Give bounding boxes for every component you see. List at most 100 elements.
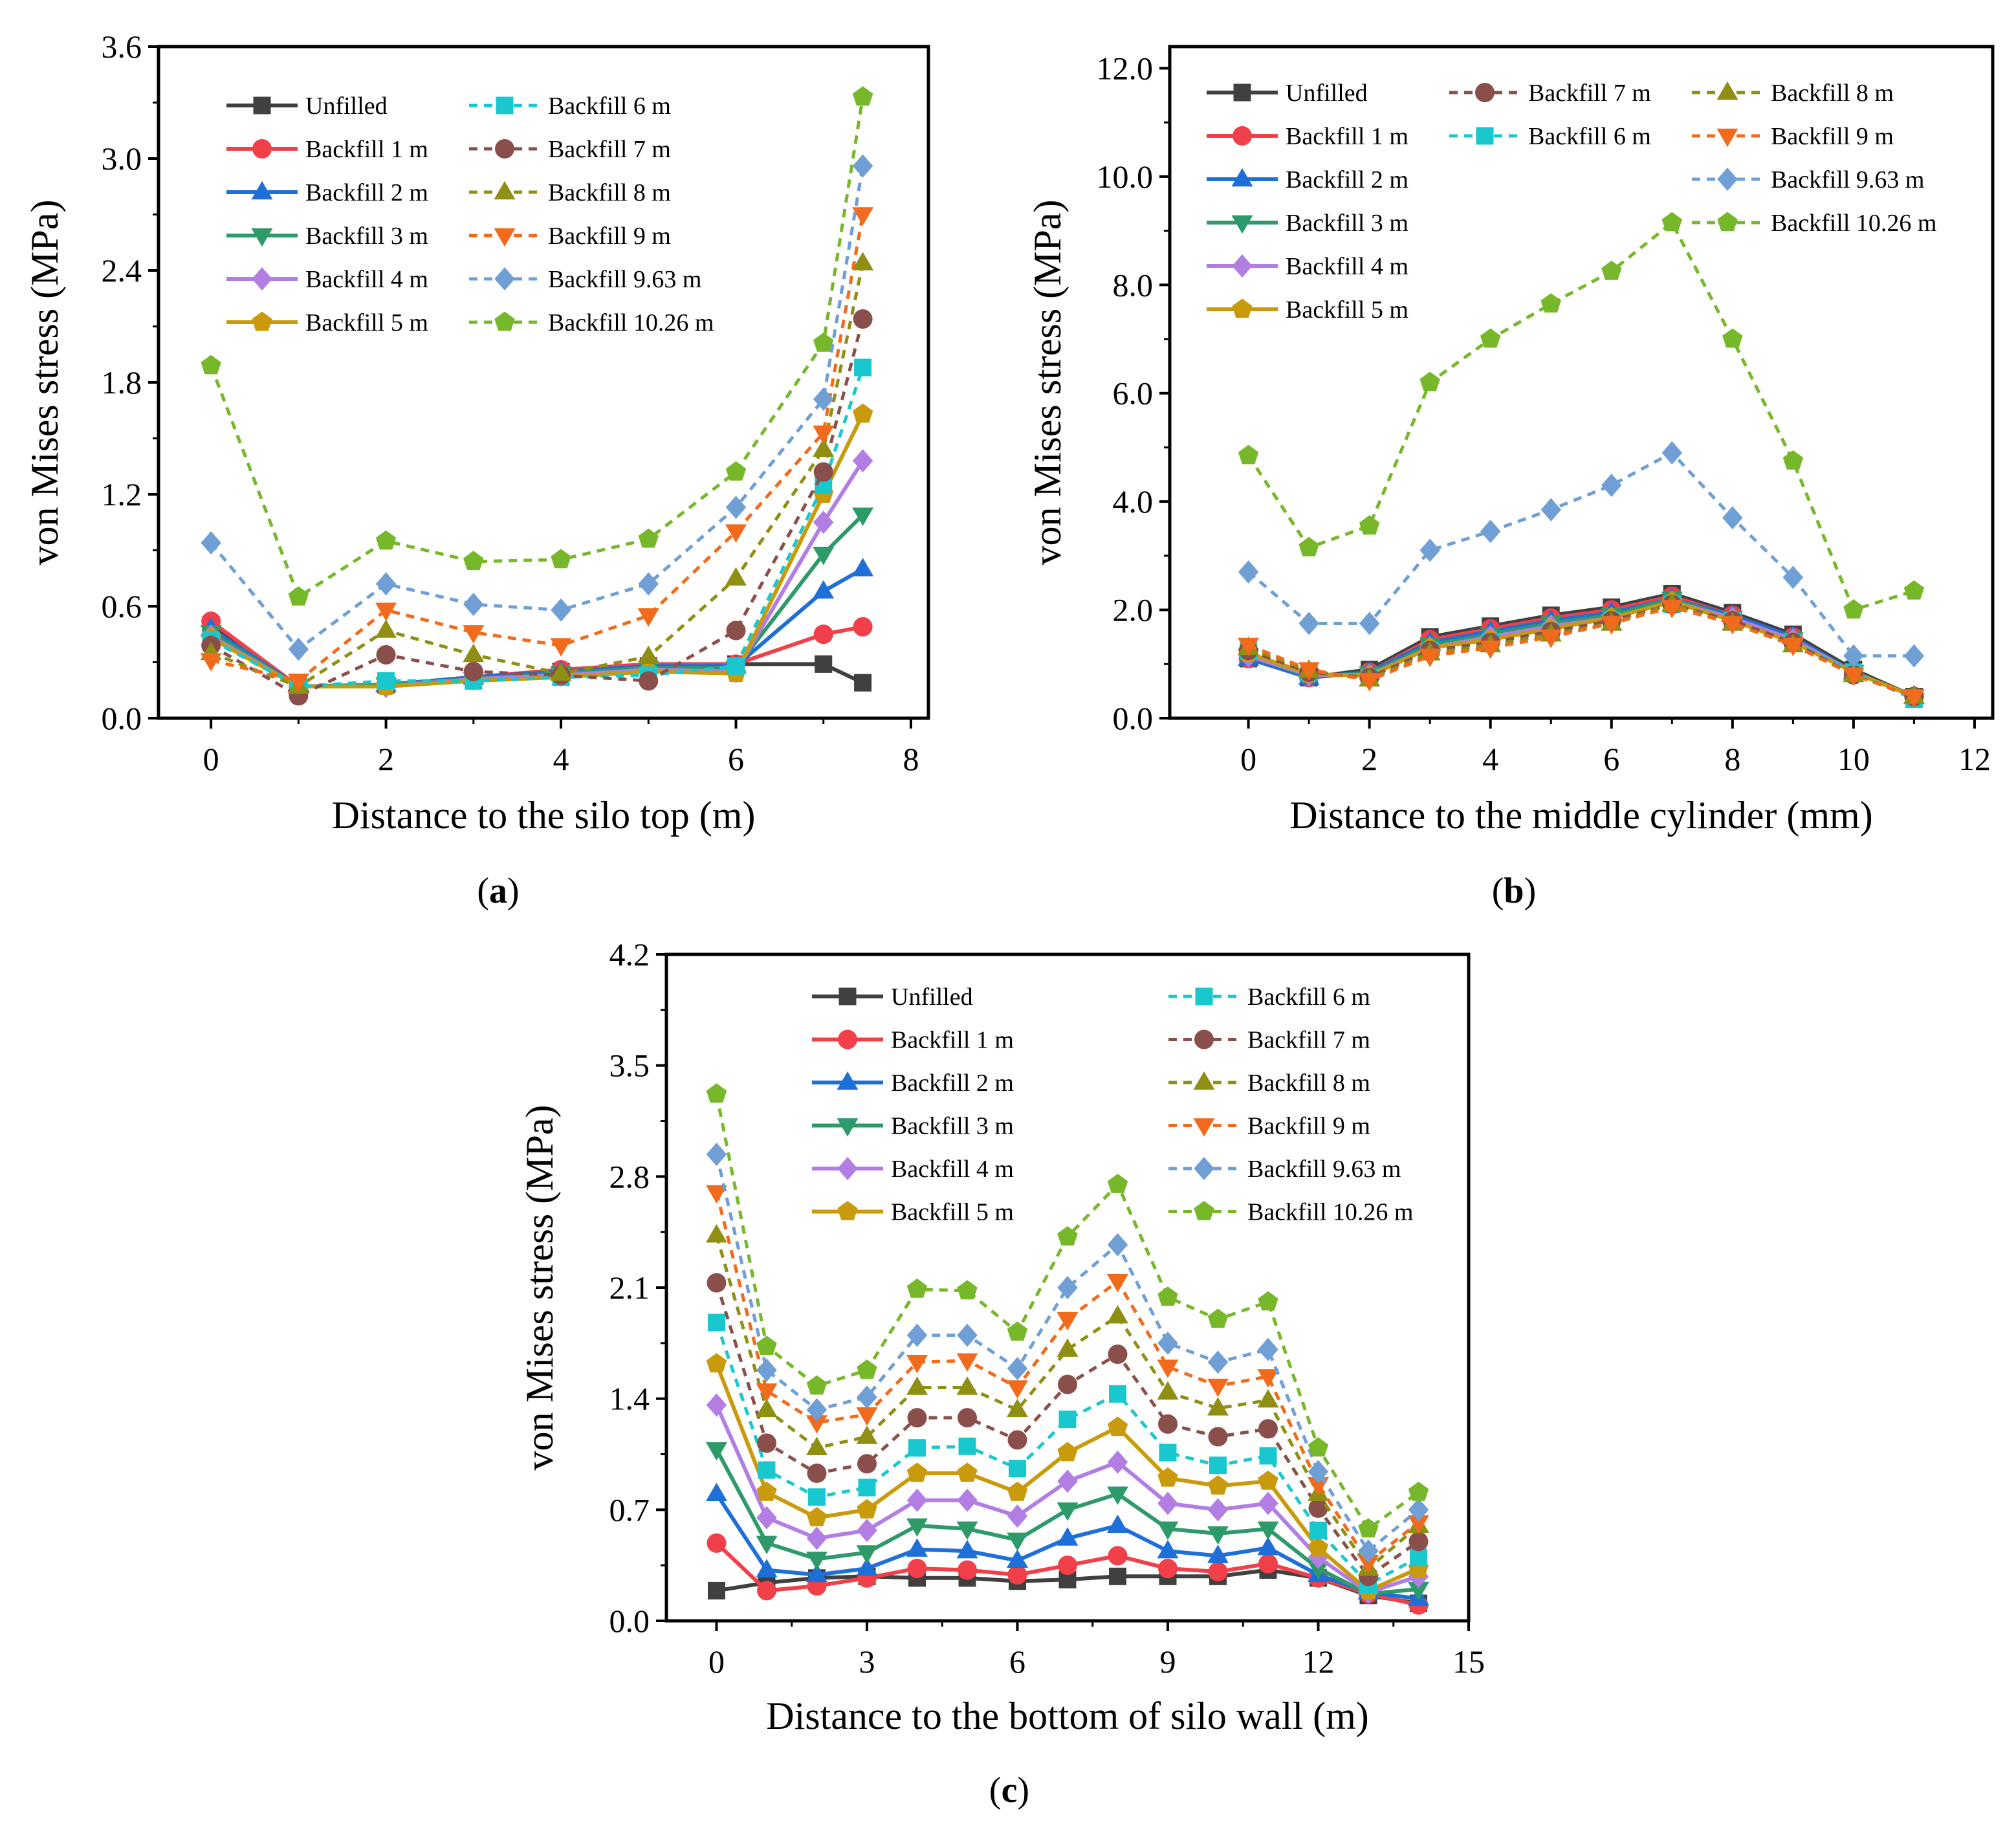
chart-c-point-backfill-5-m-4 xyxy=(906,1462,928,1482)
chart-a-legend-label: Backfill 9.63 m xyxy=(548,266,701,293)
chart-c-legend-marker-backfill-8-m xyxy=(1193,1071,1215,1090)
chart-a-legend-marker-backfill-8-m xyxy=(494,181,516,200)
chart-b-point-backfill-9-m-4 xyxy=(1480,640,1502,659)
chart-c-point-backfill-4-m-8 xyxy=(1107,1450,1128,1474)
chart-c-point-backfill-5-m-8 xyxy=(1107,1416,1128,1436)
chart-a-legend-marker-backfill-7-m xyxy=(495,139,514,159)
chart-b-y-tick-label: 2.0 xyxy=(1113,592,1154,628)
chart-a-point-unfilled-8 xyxy=(854,674,872,692)
chart-c-point-backfill-8-m-6 xyxy=(1007,1398,1028,1418)
chart-a-series-line-backfill-10-26-m xyxy=(209,96,865,599)
chart-c-point-backfill-9-63-m-7 xyxy=(1057,1276,1078,1299)
chart-c-point-backfill-2-m-9 xyxy=(1157,1539,1179,1559)
chart-b-point-backfill-10-26-m-9 xyxy=(1782,450,1803,470)
chart-b-point-backfill-9-m-0 xyxy=(1238,637,1260,657)
chart-b-point-backfill-9-m-6 xyxy=(1601,616,1623,635)
chart-a-legend-marker-backfill-10-26-m xyxy=(494,311,515,331)
chart-c-series-line-backfill-9-63-m xyxy=(715,1154,1420,1553)
chart-c-point-backfill-10-26-m-10 xyxy=(1207,1308,1229,1328)
chart-c-point-backfill-9-m-0 xyxy=(706,1185,727,1204)
chart-b-point-backfill-9-63-m-11 xyxy=(1903,644,1925,668)
chart-c-legend-item-unfilled: Unfilled xyxy=(812,983,973,1011)
chart-c-point-backfill-4-m-5 xyxy=(957,1488,978,1512)
chart-c-point-backfill-4-m-6 xyxy=(1007,1504,1028,1528)
chart-a-point-backfill-1-m-8 xyxy=(853,617,873,637)
chart-a-point-backfill-8-m-7 xyxy=(813,438,835,457)
chart-c-point-backfill-9-m-6 xyxy=(1007,1380,1028,1399)
chart-b-series-line-backfill-9-63-m xyxy=(1247,451,1914,658)
chart-a-point-backfill-10-26-m-8 xyxy=(852,86,873,106)
chart-c-panel-label: (c) xyxy=(989,1770,1029,1810)
chart-a-legend-label: Backfill 3 m xyxy=(305,223,428,250)
chart-c-point-backfill-4-m-3 xyxy=(857,1519,877,1543)
chart-b-point-backfill-9-63-m-8 xyxy=(1722,506,1743,530)
chart-b-legend-item-backfill-8-m: Backfill 8 m xyxy=(1692,80,1894,107)
chart-c-point-backfill-10-26-m-3 xyxy=(857,1359,877,1379)
chart-c-legend-marker-backfill-10-26-m xyxy=(1194,1201,1214,1220)
chart-c-point-backfill-9-63-m-14 xyxy=(1408,1498,1429,1522)
chart-c-legend-item-backfill-4-m: Backfill 4 m xyxy=(812,1156,1014,1183)
chart-c-point-backfill-2-m-8 xyxy=(1107,1514,1128,1533)
chart-b-legend-marker-unfilled xyxy=(1233,83,1251,102)
chart-c-point-backfill-6-m-4 xyxy=(908,1439,926,1457)
chart-a-point-backfill-10-26-m-0 xyxy=(201,355,221,375)
chart-a-point-backfill-9-m-4 xyxy=(550,638,572,657)
chart-a-legend-label: Backfill 10.26 m xyxy=(548,309,714,336)
chart-c-point-backfill-8-m-11 xyxy=(1257,1389,1279,1408)
chart-b-point-backfill-9-m-5 xyxy=(1540,630,1562,648)
chart-a-series-backfill-8-m xyxy=(200,252,874,694)
chart-a-series-line-backfill-3-m xyxy=(210,513,864,688)
chart-c-point-backfill-1-m-4 xyxy=(907,1559,927,1579)
chart-c-point-backfill-9-63-m-5 xyxy=(957,1323,978,1347)
chart-c-point-backfill-6-m-11 xyxy=(1259,1447,1277,1465)
chart-b-point-backfill-10-26-m-2 xyxy=(1359,515,1380,535)
chart-c-point-backfill-8-m-2 xyxy=(806,1436,827,1455)
chart-c-legend: Unfilled Backfill 1 m Backfill 2 m Backfill… xyxy=(812,983,1413,1226)
chart-c-point-backfill-8-m-5 xyxy=(956,1376,978,1395)
chart-b-legend-label: Backfill 7 m xyxy=(1528,80,1651,107)
chart-c-point-backfill-1-m-1 xyxy=(757,1581,776,1601)
chart-b-panel-label: (b) xyxy=(1492,871,1536,911)
chart-c-point-backfill-9-m-10 xyxy=(1207,1378,1229,1398)
chart-c-point-backfill-7-m-7 xyxy=(1058,1374,1077,1394)
chart-a-point-backfill-8-m-6 xyxy=(725,567,747,586)
chart-a-x-tick-label: 2 xyxy=(378,741,394,777)
chart-c-legend-label: Backfill 2 m xyxy=(891,1070,1014,1097)
chart-b-legend-label: Backfill 2 m xyxy=(1286,166,1408,193)
chart-c-legend-marker-unfilled xyxy=(838,987,857,1005)
chart-b-legend-item-backfill-10-26-m: Backfill 10.26 m xyxy=(1692,210,1936,237)
chart-b-x-tick-label: 6 xyxy=(1603,741,1619,777)
chart-c-point-backfill-6-m-9 xyxy=(1159,1444,1177,1462)
chart-c-legend-label: Backfill 9.63 m xyxy=(1247,1156,1401,1183)
chart-c-point-backfill-1-m-6 xyxy=(1007,1565,1027,1585)
chart-c-point-backfill-9-m-7 xyxy=(1057,1312,1079,1331)
chart-a-legend-item-backfill-1-m: Backfill 1 m xyxy=(226,136,428,163)
chart-c-x-tick-label: 15 xyxy=(1452,1643,1485,1680)
chart-c-point-backfill-9-m-14 xyxy=(1408,1515,1429,1534)
chart-a-legend: Unfilled Backfill 1 m Backfill 2 m Backfill… xyxy=(226,93,714,336)
chart-b-x-tick-label: 4 xyxy=(1482,741,1498,777)
chart-c-series-line-backfill-9-m xyxy=(715,1192,1420,1564)
chart-b-legend-label: Backfill 3 m xyxy=(1286,210,1408,237)
chart-a-point-backfill-9-63-m-5 xyxy=(638,572,659,596)
chart-b-series-backfill-9-63-m xyxy=(1238,441,1925,668)
chart-a-legend-item-backfill-2-m: Backfill 2 m xyxy=(226,179,428,206)
chart-c-point-backfill-9-63-m-10 xyxy=(1207,1350,1229,1374)
chart-b-legend-item-backfill-6-m: Backfill 6 m xyxy=(1449,123,1651,150)
chart-a-legend-label: Backfill 6 m xyxy=(548,93,671,120)
chart-c-point-backfill-6-m-5 xyxy=(958,1437,976,1455)
chart-a-point-backfill-8-m-5 xyxy=(637,645,659,665)
chart-a-y-tick-label: 0.0 xyxy=(102,700,142,736)
chart-b-legend-label: Backfill 1 m xyxy=(1286,123,1408,150)
chart-c-point-backfill-8-m-1 xyxy=(756,1398,778,1418)
chart-a-y-tick-label: 3.0 xyxy=(102,140,142,177)
chart-c-legend-marker-backfill-2-m xyxy=(837,1071,859,1090)
chart-a-legend-item-backfill-4-m: Backfill 4 m xyxy=(226,266,428,293)
chart-c-point-backfill-10-26-m-8 xyxy=(1107,1174,1128,1193)
chart-b-legend-label: Backfill 10.26 m xyxy=(1771,210,1936,237)
chart-c-point-backfill-9-63-m-9 xyxy=(1157,1331,1178,1355)
chart-c-point-backfill-1-m-0 xyxy=(707,1533,727,1553)
chart-b-legend-marker-backfill-9-63-m xyxy=(1717,168,1738,191)
chart-c-point-backfill-2-m-10 xyxy=(1207,1544,1229,1563)
chart-a-point-backfill-9-m-6 xyxy=(725,524,747,543)
